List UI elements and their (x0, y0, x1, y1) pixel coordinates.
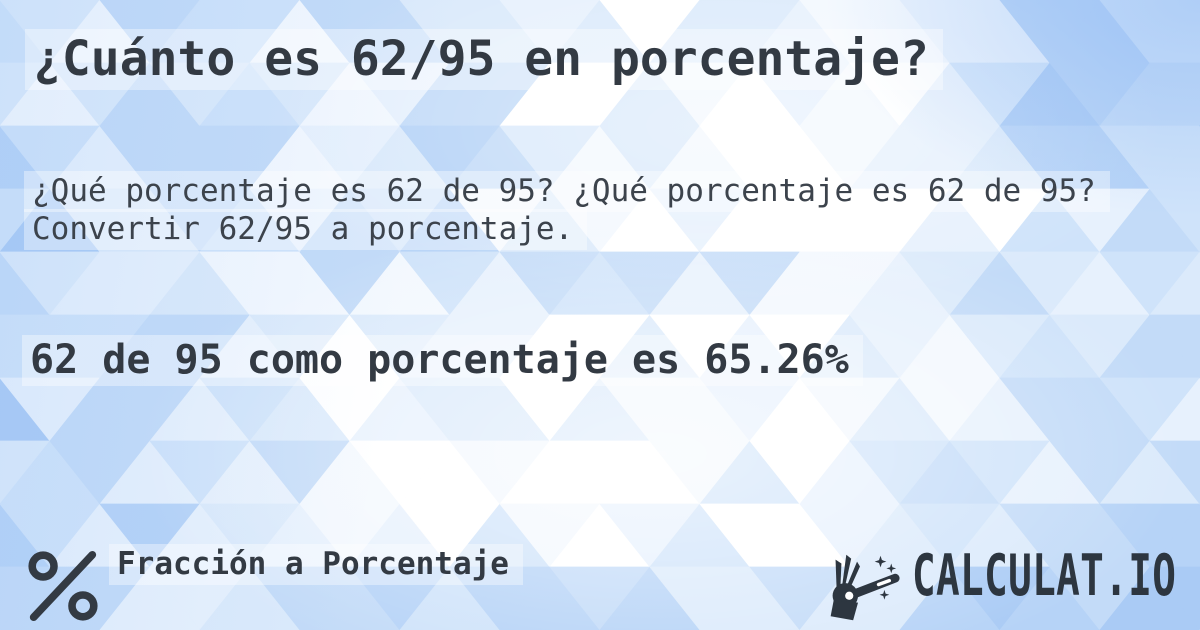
category-label: Fracción a Porcentaje (109, 544, 523, 585)
brand-name: CALCULAT.IO (912, 543, 1177, 609)
category-label-text: Fracción a Porcentaje (109, 544, 523, 585)
answer-text: 62 de 95 como porcentaje es 65.26% (22, 335, 863, 386)
brand-logo: CALCULAT.IO (816, 545, 1176, 621)
percent-icon (28, 550, 98, 622)
page-description-text: ¿Qué porcentaje es 62 de 95? ¿Qué porcen… (24, 171, 1110, 250)
magic-wand-icon (830, 554, 900, 621)
page-description: ¿Qué porcentaje es 62 de 95? ¿Qué porcen… (24, 171, 1164, 250)
page-title-text: ¿Cuánto es 62/95 en porcentaje? (25, 29, 943, 90)
page-title: ¿Cuánto es 62/95 en porcentaje? (25, 29, 943, 90)
brand-name-text: CALCULAT.IO (912, 543, 1177, 609)
answer-heading: 62 de 95 como porcentaje es 65.26% (22, 335, 863, 386)
